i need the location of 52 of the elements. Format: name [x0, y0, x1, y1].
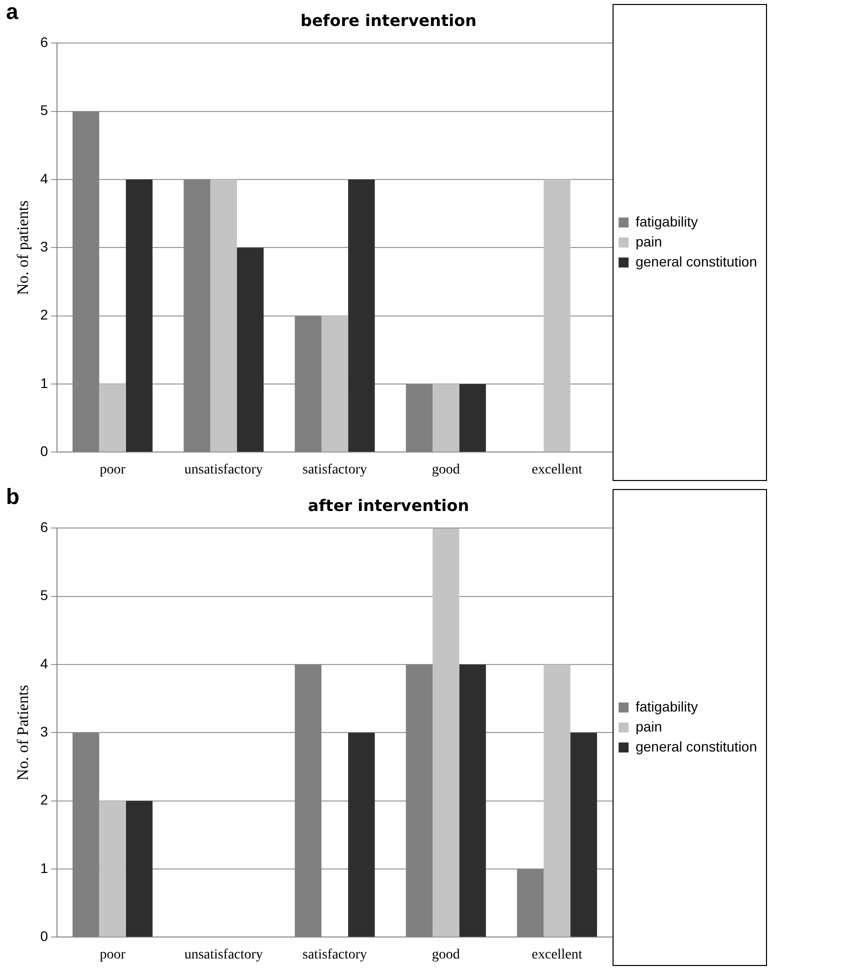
legend-label: fatigability — [636, 213, 698, 230]
x-tick-label: unsatisfactory — [184, 947, 263, 962]
y-axis-title: No. of Patients — [14, 684, 32, 780]
text: b — [6, 484, 20, 510]
chart-title: before intervention — [300, 10, 477, 30]
legend-label: general constitution — [636, 253, 758, 270]
chart-title: after intervention — [308, 496, 470, 515]
bar — [99, 800, 126, 937]
y-tick-label: 1 — [40, 374, 48, 391]
y-tick-label: 3 — [40, 238, 48, 255]
bar — [126, 800, 153, 937]
y-tick-label: 2 — [40, 792, 48, 808]
y-tick-label: 3 — [40, 724, 48, 740]
y-tick-label: 5 — [40, 102, 48, 118]
x-tick-label: poor — [100, 462, 126, 478]
y-tick-label: 1 — [40, 860, 48, 876]
legend-label: pain — [636, 718, 662, 734]
x-tick-label: excellent — [532, 947, 582, 962]
x-tick-label: satisfactory — [302, 462, 368, 478]
bar — [459, 384, 486, 452]
legend-label: fatigability — [636, 698, 698, 714]
bar — [348, 180, 375, 452]
y-tick-label: 4 — [40, 170, 48, 186]
x-tick-label: excellent — [532, 462, 582, 478]
bar — [348, 732, 375, 937]
y-tick-label: 5 — [40, 587, 48, 604]
x-tick-label: good — [432, 947, 460, 962]
bar — [210, 180, 237, 452]
x-tick-label: unsatisfactory — [184, 462, 263, 478]
bar — [99, 384, 126, 452]
x-tick-label: good — [432, 462, 460, 478]
bar — [432, 384, 460, 452]
y-tick-label: 2 — [40, 306, 48, 323]
bar — [570, 732, 598, 937]
y-tick-label: 6 — [40, 519, 48, 536]
y-tick-label: 4 — [40, 655, 48, 672]
y-tick-label: 0 — [40, 928, 48, 944]
y-tick-label: 6 — [40, 34, 48, 50]
text: a — [6, 0, 19, 24]
y-tick-label: 0 — [40, 443, 48, 460]
bar — [544, 180, 570, 452]
bar — [459, 664, 486, 937]
x-tick-label: poor — [100, 947, 126, 962]
bar — [432, 528, 460, 937]
y-axis-title: No. of patients — [14, 200, 32, 296]
legend-label: general constitution — [636, 738, 758, 754]
legend-label: pain — [636, 233, 662, 250]
bar — [237, 248, 264, 452]
bar — [126, 180, 153, 452]
x-tick-label: satisfactory — [302, 947, 368, 962]
bar — [544, 664, 570, 937]
bar — [321, 316, 348, 452]
